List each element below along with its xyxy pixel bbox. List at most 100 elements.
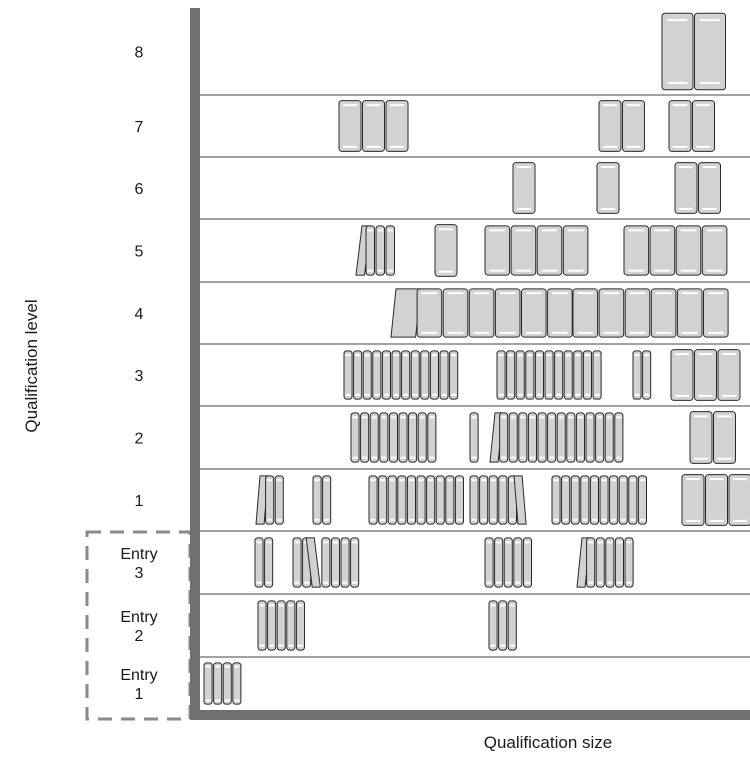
qualification-book	[257, 600, 267, 651]
qualification-book	[703, 288, 729, 338]
qualification-book	[563, 350, 573, 400]
qualification-book	[488, 600, 498, 651]
y-axis-title: Qualification level	[22, 299, 41, 432]
x-axis-title: Qualification size	[484, 733, 613, 752]
qualification-book	[385, 225, 395, 276]
qualification-book	[649, 225, 676, 276]
qualification-book	[554, 350, 564, 400]
qualification-book	[562, 225, 589, 276]
qualification-book	[265, 475, 275, 525]
qualification-book	[494, 537, 504, 588]
qualification-book	[343, 350, 353, 400]
qualification-book	[330, 537, 340, 588]
qualification-book	[522, 537, 533, 588]
level-label: Entry 3	[120, 546, 157, 582]
level-label: Entry 1	[120, 667, 157, 703]
qualification-book	[595, 537, 605, 588]
qualification-book	[580, 475, 590, 525]
qualification-book	[312, 475, 322, 525]
qualification-book	[232, 662, 242, 705]
qualification-book	[525, 350, 535, 400]
qualification-book	[604, 412, 614, 463]
qualification-book	[518, 412, 528, 463]
level-label: 6	[135, 181, 144, 198]
qualification-book	[573, 350, 583, 400]
qualification-book	[479, 475, 489, 525]
qualification-book	[350, 412, 360, 463]
qualification-book	[544, 350, 554, 400]
qualification-book	[694, 12, 726, 91]
qualification-book	[484, 537, 494, 588]
qualification-book	[362, 100, 385, 152]
qualification-book	[508, 412, 518, 463]
qualification-book	[353, 350, 363, 400]
x-axis	[190, 710, 750, 720]
qualification-book	[468, 288, 495, 338]
qualification-book	[586, 537, 596, 588]
qualification-book	[267, 600, 277, 651]
qualification-book	[498, 600, 508, 651]
qualification-book	[642, 350, 652, 400]
qualification-book	[338, 100, 362, 152]
qualification-book	[596, 162, 620, 214]
qualification-book	[513, 475, 527, 525]
qualification-book	[628, 475, 638, 525]
qualification-book	[360, 412, 370, 463]
qualification-book	[378, 475, 388, 525]
qualification-book	[321, 537, 331, 588]
qualification-book	[350, 537, 360, 588]
qualification-book	[701, 225, 728, 276]
qualification-book	[698, 162, 721, 214]
qualification-book	[515, 350, 525, 400]
qualification-book	[692, 100, 715, 152]
qualification-book	[445, 475, 455, 525]
qualification-book	[488, 475, 498, 525]
qualification-book	[406, 475, 416, 525]
qualification-book	[561, 475, 571, 525]
qualification-book	[510, 225, 537, 276]
qualification-book	[599, 475, 609, 525]
qualification-book	[484, 225, 511, 276]
qualification-book	[713, 411, 736, 464]
level-label: 3	[135, 368, 144, 385]
qualification-book	[427, 412, 437, 463]
qualification-book	[222, 662, 232, 705]
qualification-book	[286, 600, 296, 651]
qualification-book	[572, 288, 599, 338]
qualification-book	[388, 412, 398, 463]
qualification-book	[547, 412, 557, 463]
qualification-book	[589, 475, 600, 525]
qualification-book	[375, 225, 385, 276]
qualification-book	[213, 662, 223, 705]
qualification-book	[674, 162, 698, 214]
qualification-book	[387, 475, 397, 525]
qualification-book	[661, 12, 694, 91]
qualification-book	[637, 475, 648, 525]
qualification-book	[365, 225, 375, 276]
qualification-book	[694, 349, 717, 401]
qualification-book	[585, 412, 595, 463]
qualification-book	[582, 350, 593, 400]
qualification-book	[416, 288, 443, 338]
qualification-book	[276, 600, 286, 651]
qualification-book	[381, 350, 391, 400]
qualification-book	[401, 350, 411, 400]
qualification-book	[417, 412, 427, 463]
qualification-book	[507, 600, 517, 651]
qualification-book	[689, 411, 713, 464]
qualification-book	[429, 350, 439, 400]
qualification-book	[434, 224, 458, 277]
qualification-book	[728, 474, 750, 526]
qualification-book	[650, 288, 677, 338]
qualification-book	[254, 537, 264, 588]
qualification-book	[618, 475, 628, 525]
qualification-book	[605, 537, 615, 588]
qualification-book	[551, 475, 561, 525]
qualification-book	[416, 475, 426, 525]
qualification-book	[369, 412, 379, 463]
qualification-book	[368, 475, 378, 525]
qualification-book	[632, 350, 642, 400]
qualification-book	[435, 475, 445, 525]
qualification-book	[614, 412, 624, 463]
